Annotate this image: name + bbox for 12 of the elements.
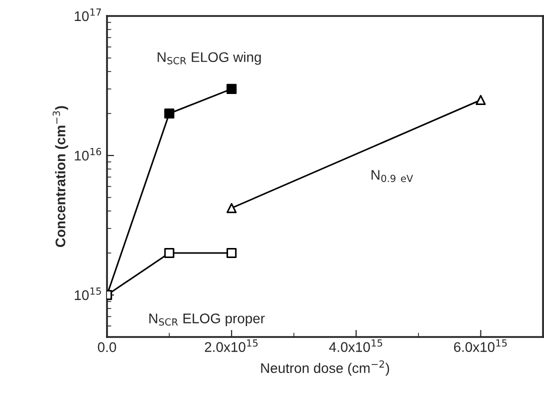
y-axis-title: Concentration (cm$^{−3}$) xyxy=(52,106,68,248)
y-tick-label: 10$^{15}$ xyxy=(74,288,101,300)
x-tick-label: 4.0x10$^{15}$ xyxy=(329,339,382,352)
x-tick-label: 2.0x10$^{15}$ xyxy=(204,339,258,352)
text: N$_{SCR}$ ELOG wing xyxy=(158,52,261,65)
series-label: N$_{0.9 eV}$ xyxy=(372,170,414,182)
x-tick-label: 6.0x10$^{15}$ xyxy=(454,339,507,352)
text: N$_{SCR}$ ELOG proper xyxy=(149,314,265,326)
x-axis-title: Neutron dose (cm$^{−2}$) xyxy=(261,360,390,376)
y-tick-label: 10$^{16}$ xyxy=(74,148,102,161)
y-tick-label: 10$^{17}$ xyxy=(74,8,101,22)
x-tick-label: 0.0 xyxy=(98,342,116,352)
